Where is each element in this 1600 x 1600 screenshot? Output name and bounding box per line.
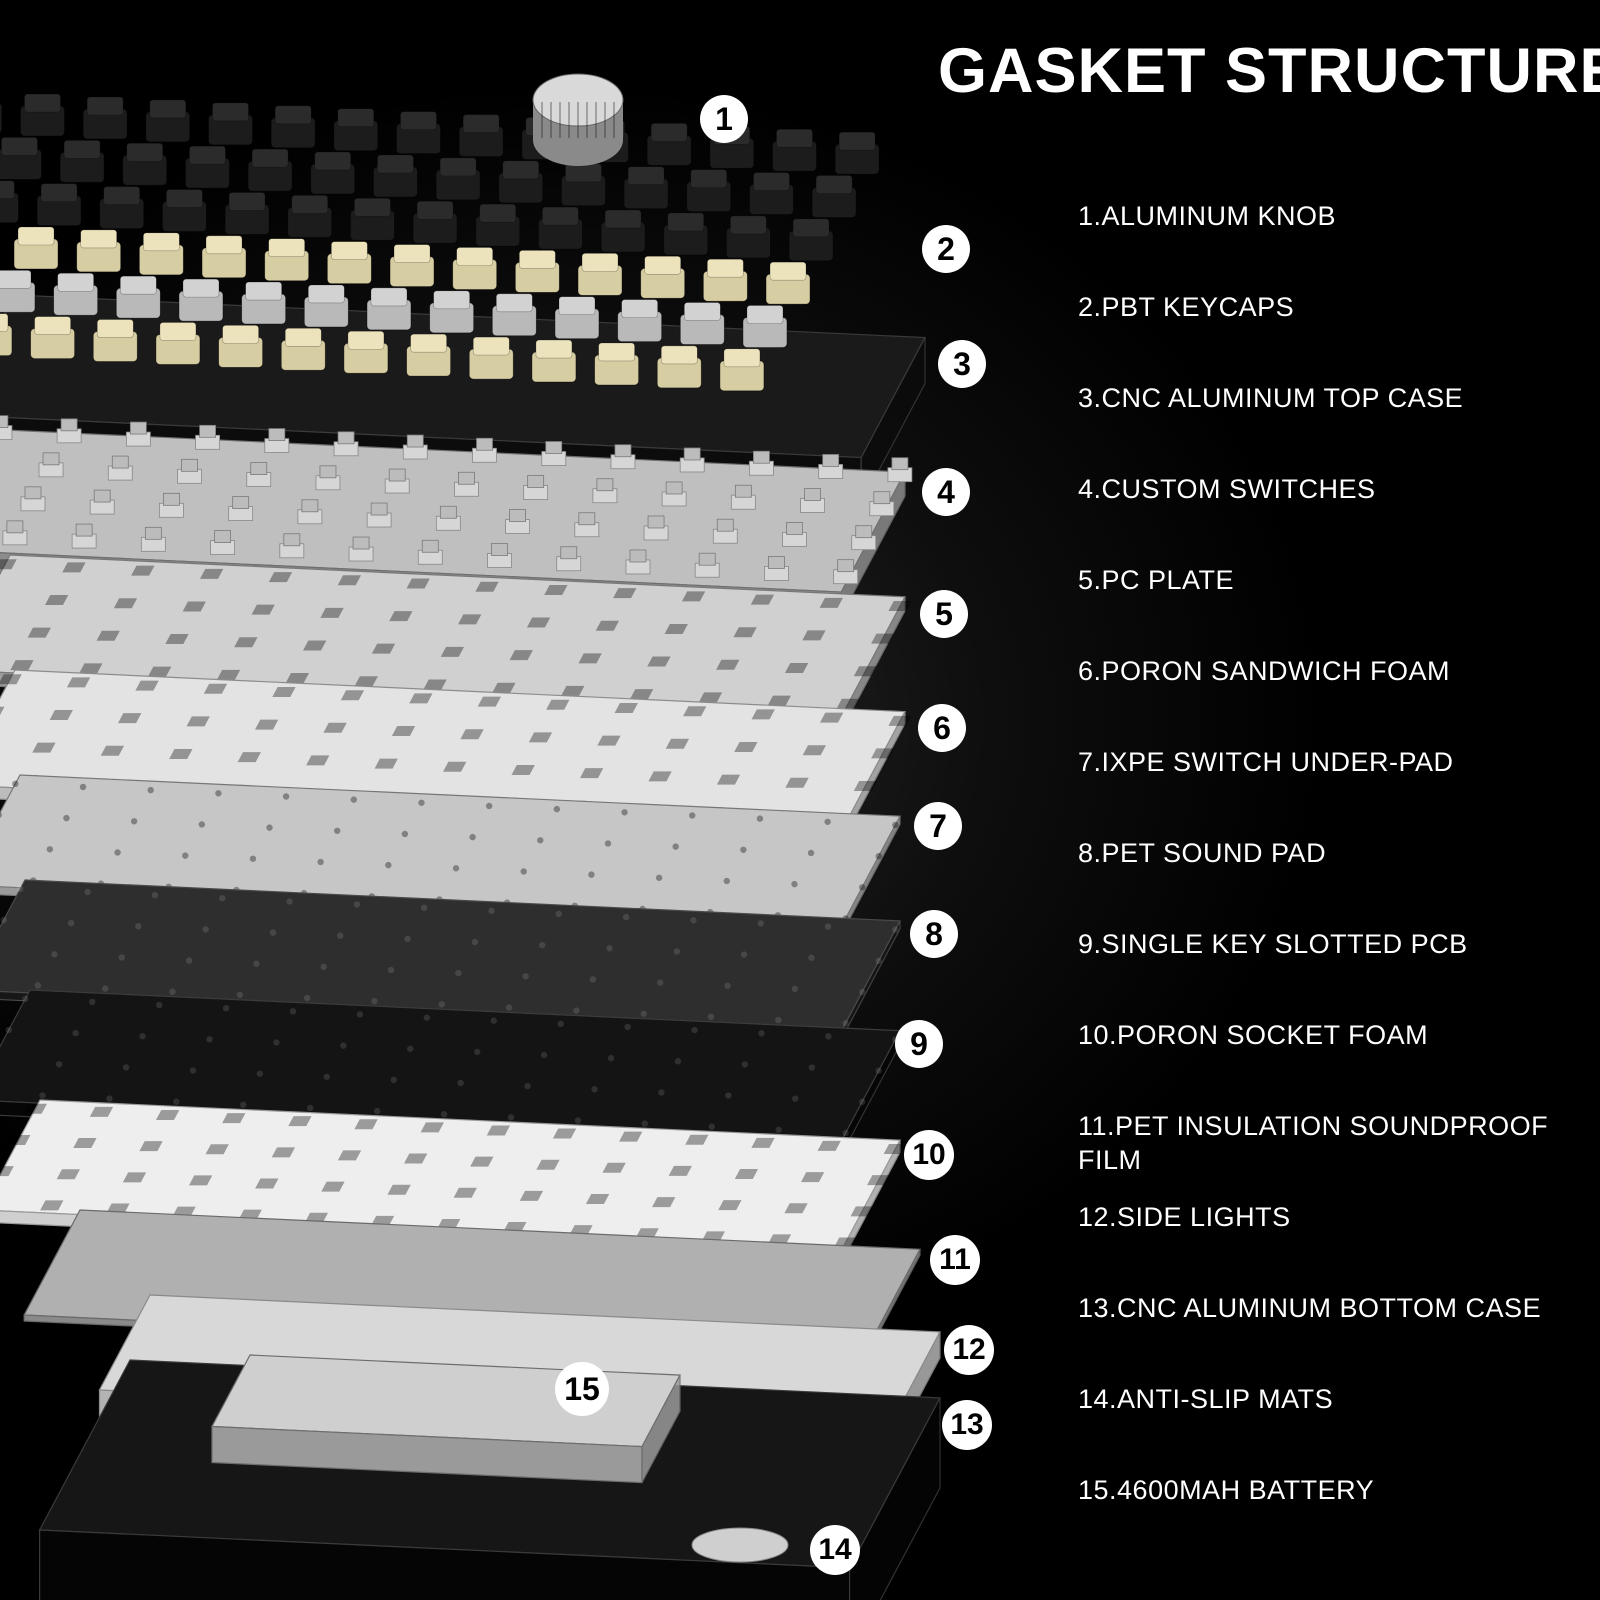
callout-badge-12: 12 [944, 1325, 994, 1375]
callout-badge-1: 1 [700, 95, 748, 143]
legend-item: 9.SINGLE KEY SLOTTED PCB [1078, 928, 1560, 962]
legend-item: 12.SIDE LIGHTS [1078, 1201, 1560, 1235]
callout-badge-4: 4 [922, 468, 970, 516]
callout-badge-5: 5 [920, 590, 968, 638]
callout-badge-3: 3 [938, 340, 986, 388]
legend-item: 15.4600MAH BATTERY [1078, 1474, 1560, 1508]
callout-badge-14: 14 [810, 1525, 860, 1575]
callout-badge-9: 9 [895, 1020, 943, 1068]
page-title: GASKET STRUCTURE [938, 35, 1600, 107]
keycaps [0, 91, 879, 391]
legend-item: 1.ALUMINUM KNOB [1078, 200, 1560, 234]
legend-item: 10.PORON SOCKET FOAM [1078, 1019, 1560, 1053]
callout-badge-7: 7 [914, 802, 962, 850]
legend-item: 4.CUSTOM SWITCHES [1078, 473, 1560, 507]
exploded-diagram [0, 0, 1000, 1600]
legend-item: 5.PC PLATE [1078, 564, 1560, 598]
callout-badge-8: 8 [910, 910, 958, 958]
legend-item: 8.PET SOUND PAD [1078, 837, 1560, 871]
legend-item: 7.IXPE SWITCH UNDER-PAD [1078, 746, 1560, 780]
callout-badge-15: 15 [555, 1362, 609, 1416]
callout-badge-10: 10 [904, 1130, 954, 1180]
legend-item: 6.PORON SANDWICH FOAM [1078, 655, 1560, 689]
callout-badge-13: 13 [942, 1400, 992, 1450]
legend-item: 14.ANTI-SLIP MATS [1078, 1383, 1560, 1417]
legend-item: 13.CNC ALUMINUM BOTTOM CASE [1078, 1292, 1560, 1326]
legend-item: 2.PBT KEYCAPS [1078, 291, 1560, 325]
legend-item: 3.CNC ALUMINUM TOP CASE [1078, 382, 1560, 416]
legend-item: 11.PET INSULATION SOUNDPROOF FILM [1078, 1110, 1560, 1178]
layer-battery [212, 1355, 680, 1483]
callout-badge-11: 11 [930, 1235, 980, 1285]
callout-badge-6: 6 [918, 704, 966, 752]
callout-badge-2: 2 [922, 225, 970, 273]
